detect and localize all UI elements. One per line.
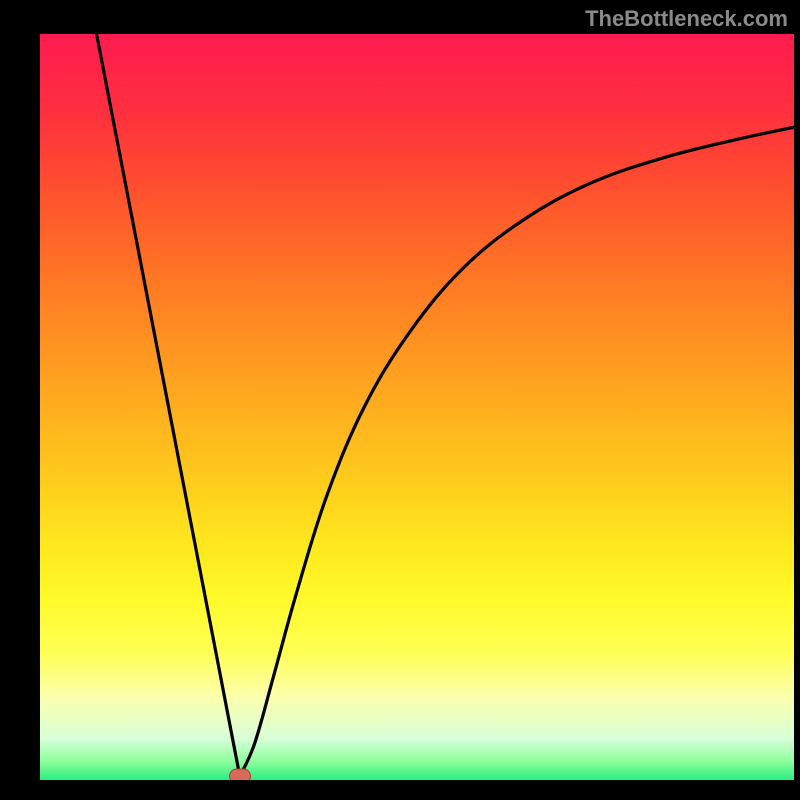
bottleneck-curve: [40, 34, 794, 780]
minimum-marker: [229, 768, 251, 780]
attribution-text: TheBottleneck.com: [585, 6, 788, 32]
curve-path: [97, 34, 794, 776]
plot-area: [40, 34, 794, 780]
minimum-marker-shape: [229, 769, 250, 780]
